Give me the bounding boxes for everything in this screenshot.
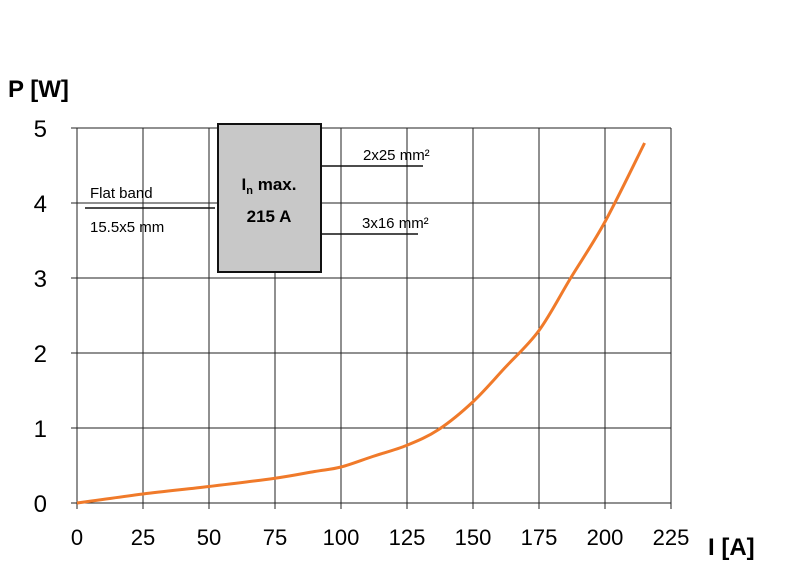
- x-axis-label: I [A]: [708, 534, 755, 561]
- x-tick-label: 225: [653, 525, 690, 550]
- label-flat-band: Flat band: [90, 185, 153, 202]
- x-tick-label: 25: [131, 525, 155, 550]
- x-tick-label: 50: [197, 525, 221, 550]
- label-3x16: 3x16 mm²: [362, 215, 429, 232]
- x-tick-label: 200: [587, 525, 624, 550]
- y-tick-label: 1: [34, 416, 47, 443]
- label-2x25: 2x25 mm²: [363, 147, 430, 164]
- box-label-line1: In max.: [242, 175, 297, 197]
- grid: [71, 127, 672, 509]
- x-tick-label: 175: [521, 525, 558, 550]
- y-tick-label: 5: [34, 116, 47, 143]
- x-tick-label: 0: [71, 525, 83, 550]
- x-tick-label: 125: [389, 525, 426, 550]
- annotation-box: [217, 123, 322, 273]
- x-tick-label: 75: [263, 525, 287, 550]
- y-tick-label: 3: [34, 266, 47, 293]
- power-curve: [76, 142, 646, 505]
- x-tick-label: 100: [323, 525, 360, 550]
- tick-labels: 0 25 50 75 100 125 150 175 200 225 0 1 2 3 4 5: [34, 116, 690, 550]
- y-axis-label: P [W]: [8, 76, 69, 103]
- box-label-line2: 215 A: [247, 207, 292, 226]
- y-tick-label: 2: [34, 341, 47, 368]
- y-tick-label: 4: [34, 191, 47, 218]
- x-tick-label: 150: [455, 525, 492, 550]
- y-tick-label: 0: [34, 491, 47, 518]
- label-flat-band-size: 15.5x5 mm: [90, 219, 164, 236]
